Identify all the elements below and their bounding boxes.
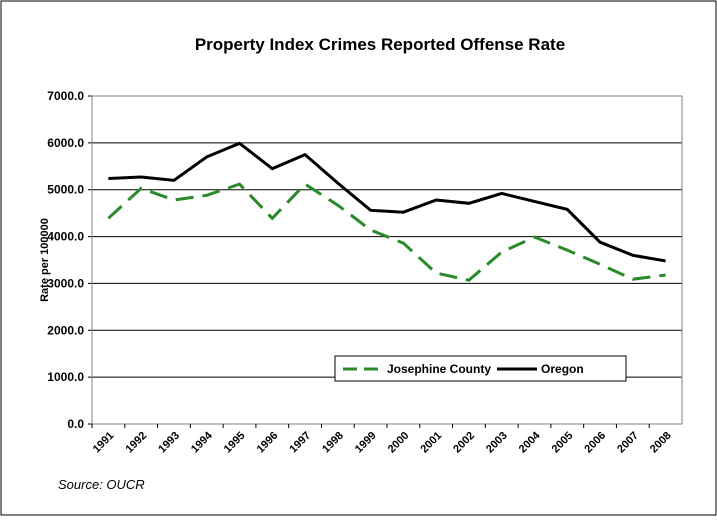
y-tick-label: 4000.0 xyxy=(47,230,84,244)
y-tick-label: 0.0 xyxy=(67,417,84,431)
y-tick-label: 5000.0 xyxy=(47,183,84,197)
y-tick-label: 1000.0 xyxy=(47,370,84,384)
y-tick-label: 6000.0 xyxy=(47,136,84,150)
legend-label: Josephine County xyxy=(387,362,491,376)
series-line xyxy=(108,141,666,263)
y-tick-label: 3000.0 xyxy=(47,276,84,290)
y-tick-label: 7000.0 xyxy=(47,89,84,103)
legend-label: Oregon xyxy=(541,362,584,376)
series-line xyxy=(107,182,666,282)
legend-box xyxy=(334,355,627,382)
y-tick-label: 2000.0 xyxy=(47,323,84,337)
source-note: Source: OUCR xyxy=(58,477,145,492)
y-axis-label: Rate per 100000 xyxy=(39,218,51,302)
chart-title: Property Index Crimes Reported Offense R… xyxy=(195,35,565,54)
